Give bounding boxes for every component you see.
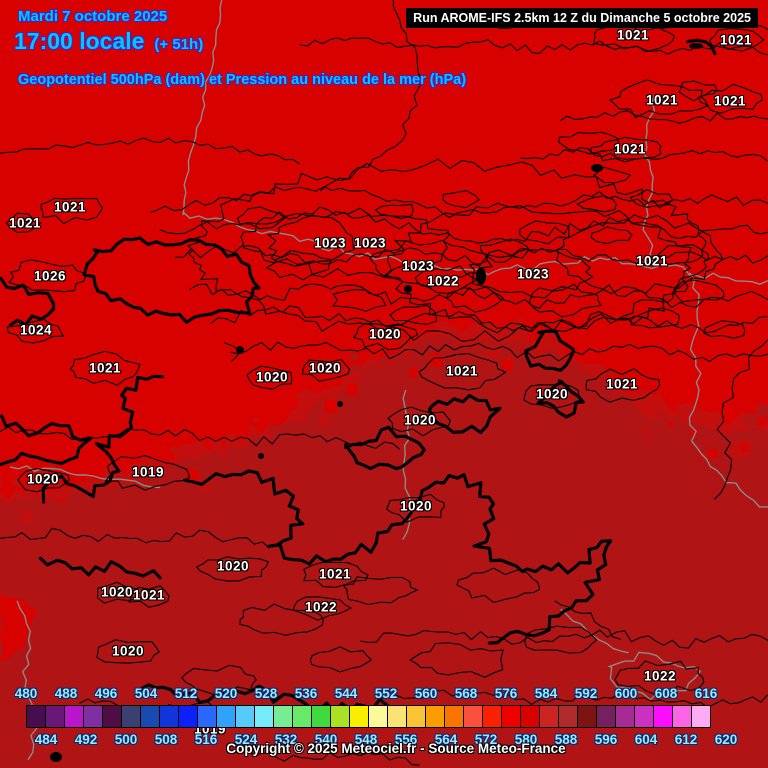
pressure-label: 1021 — [445, 363, 479, 379]
pressure-label: 1020 — [368, 326, 402, 342]
pressure-label: 1019 — [131, 464, 165, 480]
pressure-label: 1022 — [643, 668, 677, 684]
scale-swatch — [482, 705, 502, 728]
scale-swatch — [406, 705, 426, 728]
pressure-label: 1021 — [8, 215, 42, 231]
scale-swatch — [254, 705, 274, 728]
run-info-banner: Run AROME-IFS 2.5km 12 Z du Dimanche 5 o… — [406, 8, 758, 28]
scale-swatch — [159, 705, 179, 728]
pressure-label: 1021 — [719, 32, 753, 48]
scale-swatch — [140, 705, 160, 728]
scale-swatch — [539, 705, 559, 728]
color-scale-bar — [26, 705, 711, 728]
scale-swatch — [64, 705, 84, 728]
scale-swatch — [292, 705, 312, 728]
scale-swatch — [102, 705, 122, 728]
scale-swatch — [197, 705, 217, 728]
time-row: 17:00 locale (+ 51h) — [14, 28, 203, 55]
scale-swatch — [26, 705, 46, 728]
scale-swatch — [216, 705, 236, 728]
pressure-label: 1021 — [132, 587, 166, 603]
pressure-label: 1023 — [516, 266, 550, 282]
pressure-label: 1020 — [403, 412, 437, 428]
scale-swatch — [425, 705, 445, 728]
forecast-offset-label: (+ 51h) — [154, 36, 204, 53]
pressure-label: 1026 — [33, 268, 67, 284]
pressure-label: 1023 — [401, 258, 435, 274]
pressure-label: 1021 — [645, 92, 679, 108]
pressure-label: 1021 — [613, 141, 647, 157]
pressure-label: 1020 — [111, 643, 145, 659]
scale-swatch — [634, 705, 654, 728]
copyright-text: Copyright © 2025 Meteociel.fr - Source M… — [226, 741, 566, 756]
scale-swatch — [691, 705, 711, 728]
scale-swatch — [273, 705, 293, 728]
pressure-label: 1020 — [100, 584, 134, 600]
scale-swatch — [349, 705, 369, 728]
pressure-label: 1020 — [308, 360, 342, 376]
scale-swatch — [178, 705, 198, 728]
scale-swatch — [463, 705, 483, 728]
scale-swatch — [121, 705, 141, 728]
pressure-label: 1021 — [318, 566, 352, 582]
scale-swatch — [45, 705, 65, 728]
pressure-label: 1023 — [353, 235, 387, 251]
scale-swatch — [83, 705, 103, 728]
pressure-label: 1021 — [713, 93, 747, 109]
pressure-label: 1020 — [216, 558, 250, 574]
scale-swatch — [672, 705, 692, 728]
pressure-label: 1020 — [399, 498, 433, 514]
pressure-label: 1020 — [535, 386, 569, 402]
scale-swatch — [330, 705, 350, 728]
scale-swatch — [311, 705, 331, 728]
pressure-label: 1021 — [616, 27, 650, 43]
map-subtitle: Geopotentiel 500hPa (dam) et Pression au… — [18, 72, 467, 88]
scale-swatch — [577, 705, 597, 728]
scale-swatch — [444, 705, 464, 728]
scale-swatch — [558, 705, 578, 728]
scale-swatch — [653, 705, 673, 728]
local-time-label: 17:00 locale — [14, 28, 145, 54]
pressure-label: 1020 — [26, 471, 60, 487]
pressure-label: 1021 — [635, 253, 669, 269]
lagoon-blobs — [50, 43, 703, 762]
date-label: Mardi 7 octobre 2025 — [18, 8, 168, 25]
scale-swatch — [387, 705, 407, 728]
pressure-label: 1024 — [19, 322, 53, 338]
scale-swatch — [615, 705, 635, 728]
pressure-label: 1021 — [605, 376, 639, 392]
pressure-label: 1023 — [313, 235, 347, 251]
pressure-label: 1021 — [88, 360, 122, 376]
pressure-label: 1022 — [426, 273, 460, 289]
scale-swatch — [235, 705, 255, 728]
country-border-lines — [9, 0, 768, 761]
scale-swatch — [501, 705, 521, 728]
scale-swatch — [520, 705, 540, 728]
pressure-label: 1022 — [304, 599, 338, 615]
pressure-label: 1021 — [53, 199, 87, 215]
pressure-label: 1020 — [255, 369, 289, 385]
scale-swatch — [368, 705, 388, 728]
scale-swatch — [596, 705, 616, 728]
